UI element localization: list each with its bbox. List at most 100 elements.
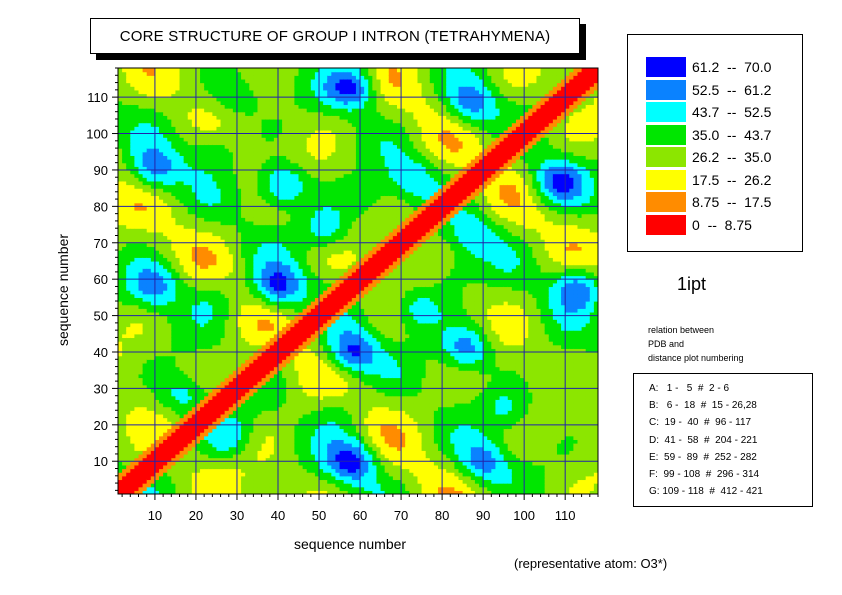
heatmap-cell xyxy=(245,439,250,444)
heatmap-cell xyxy=(228,78,234,84)
heatmap-cell xyxy=(118,162,123,167)
heatmap-cell xyxy=(183,483,189,488)
heatmap-cell xyxy=(232,352,238,357)
heatmap-cell xyxy=(183,228,189,233)
heatmap-cell xyxy=(146,118,152,124)
heatmap-cell xyxy=(241,464,246,470)
heatmap-cell xyxy=(191,206,197,211)
heatmap-cell xyxy=(163,133,168,138)
heatmap-cell xyxy=(228,384,234,390)
heatmap-cell xyxy=(224,155,230,160)
heatmap-cell xyxy=(150,148,156,153)
heatmap-cell xyxy=(159,373,164,379)
heatmap-cell xyxy=(118,239,123,244)
heatmap-cell xyxy=(195,93,201,98)
heatmap-cell xyxy=(167,446,172,451)
heatmap-cell xyxy=(232,384,238,390)
heatmap-cell xyxy=(265,118,271,124)
heatmap-cell xyxy=(126,169,131,175)
heatmap-cell xyxy=(171,319,177,324)
heatmap-cell xyxy=(286,464,291,470)
heatmap-cell xyxy=(187,461,193,466)
heatmap-cell xyxy=(245,424,250,430)
heatmap-cell xyxy=(154,457,160,462)
heatmap-cell xyxy=(220,388,226,393)
heatmap-cell xyxy=(171,82,177,87)
heatmap-cell xyxy=(179,304,185,309)
heatmap-cell xyxy=(167,352,172,357)
heatmap-cell xyxy=(208,260,213,266)
heatmap-cell xyxy=(191,89,197,95)
heatmap-cell xyxy=(253,286,259,291)
heatmap-cell xyxy=(224,457,230,462)
heatmap-cell xyxy=(245,479,250,484)
heatmap-cell xyxy=(208,169,213,175)
heatmap-cell xyxy=(241,461,246,466)
heatmap-cell xyxy=(175,115,181,120)
heatmap-cell xyxy=(245,490,250,494)
heatmap-cell xyxy=(154,355,160,360)
heatmap-cell xyxy=(134,461,140,466)
heatmap-cell xyxy=(249,122,254,127)
heatmap-cell xyxy=(286,290,291,295)
heatmap-cell xyxy=(146,337,152,342)
heatmap-cell xyxy=(245,304,250,309)
heatmap-cell xyxy=(204,108,209,113)
heatmap-cell xyxy=(290,199,296,204)
heatmap-cell xyxy=(257,264,263,269)
heatmap-cell xyxy=(134,446,140,451)
heatmap-cell xyxy=(245,118,250,124)
heatmap-cell xyxy=(208,301,213,306)
heatmap-cell xyxy=(278,322,283,328)
heatmap-cell xyxy=(122,148,127,153)
heatmap-cell xyxy=(191,264,197,269)
heatmap-cell xyxy=(273,242,279,248)
heatmap-cell xyxy=(195,348,201,353)
heatmap-cell xyxy=(183,195,189,200)
heatmap-cell xyxy=(183,260,189,266)
heatmap-cell xyxy=(269,341,275,346)
heatmap-cell xyxy=(134,169,140,175)
heatmap-cell xyxy=(146,213,152,218)
heatmap-cell xyxy=(204,177,209,182)
heatmap-cell xyxy=(134,486,140,491)
heatmap-cell xyxy=(146,271,152,277)
heatmap-cell xyxy=(195,450,201,455)
heatmap-cell xyxy=(154,490,160,494)
heatmap-cell xyxy=(150,424,156,430)
heatmap-cell xyxy=(253,213,259,218)
heatmap-cell xyxy=(187,257,193,262)
heatmap-cell xyxy=(195,86,201,91)
heatmap-cell xyxy=(286,355,291,360)
heatmap-cell xyxy=(195,388,201,393)
heatmap-cell xyxy=(126,370,131,375)
heatmap-cell xyxy=(220,86,226,91)
heatmap-cell xyxy=(200,402,205,408)
heatmap-cell xyxy=(130,279,136,284)
heatmap-cell xyxy=(126,118,131,124)
heatmap-cell xyxy=(126,231,131,237)
heatmap-cell xyxy=(236,144,242,149)
heatmap-cell xyxy=(278,228,283,233)
heatmap-cell xyxy=(130,486,136,491)
heatmap-cell xyxy=(245,443,250,448)
heatmap-cell xyxy=(241,129,246,135)
heatmap-cell xyxy=(146,235,152,240)
heatmap-cell xyxy=(175,217,181,222)
heatmap-cell xyxy=(224,293,230,298)
heatmap-cell xyxy=(191,93,197,98)
heatmap-cell xyxy=(232,210,238,215)
heatmap-cell xyxy=(228,151,234,156)
heatmap-cell xyxy=(269,308,275,313)
heatmap-cell xyxy=(183,231,189,237)
heatmap-cell xyxy=(183,224,189,229)
heatmap-cell xyxy=(150,421,156,426)
heatmap-cell xyxy=(159,68,164,73)
heatmap-cell xyxy=(159,75,164,80)
heatmap-cell xyxy=(273,337,279,342)
heatmap-cell xyxy=(175,82,181,87)
heatmap-cell xyxy=(245,264,250,269)
heatmap-cell xyxy=(204,140,209,146)
heatmap-cell xyxy=(191,406,197,411)
heatmap-cell xyxy=(126,180,131,186)
